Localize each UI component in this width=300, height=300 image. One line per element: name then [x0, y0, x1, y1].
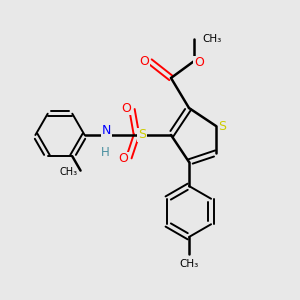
Text: O: O — [122, 101, 131, 115]
Text: CH₃: CH₃ — [202, 34, 222, 44]
Text: N: N — [102, 124, 111, 137]
Text: CH₃: CH₃ — [179, 259, 199, 269]
Text: CH₃: CH₃ — [59, 167, 77, 177]
Text: O: O — [119, 152, 128, 166]
Text: O: O — [140, 55, 149, 68]
Text: S: S — [219, 119, 226, 133]
Text: O: O — [194, 56, 204, 70]
Text: S: S — [138, 128, 146, 142]
Text: H: H — [100, 146, 109, 160]
